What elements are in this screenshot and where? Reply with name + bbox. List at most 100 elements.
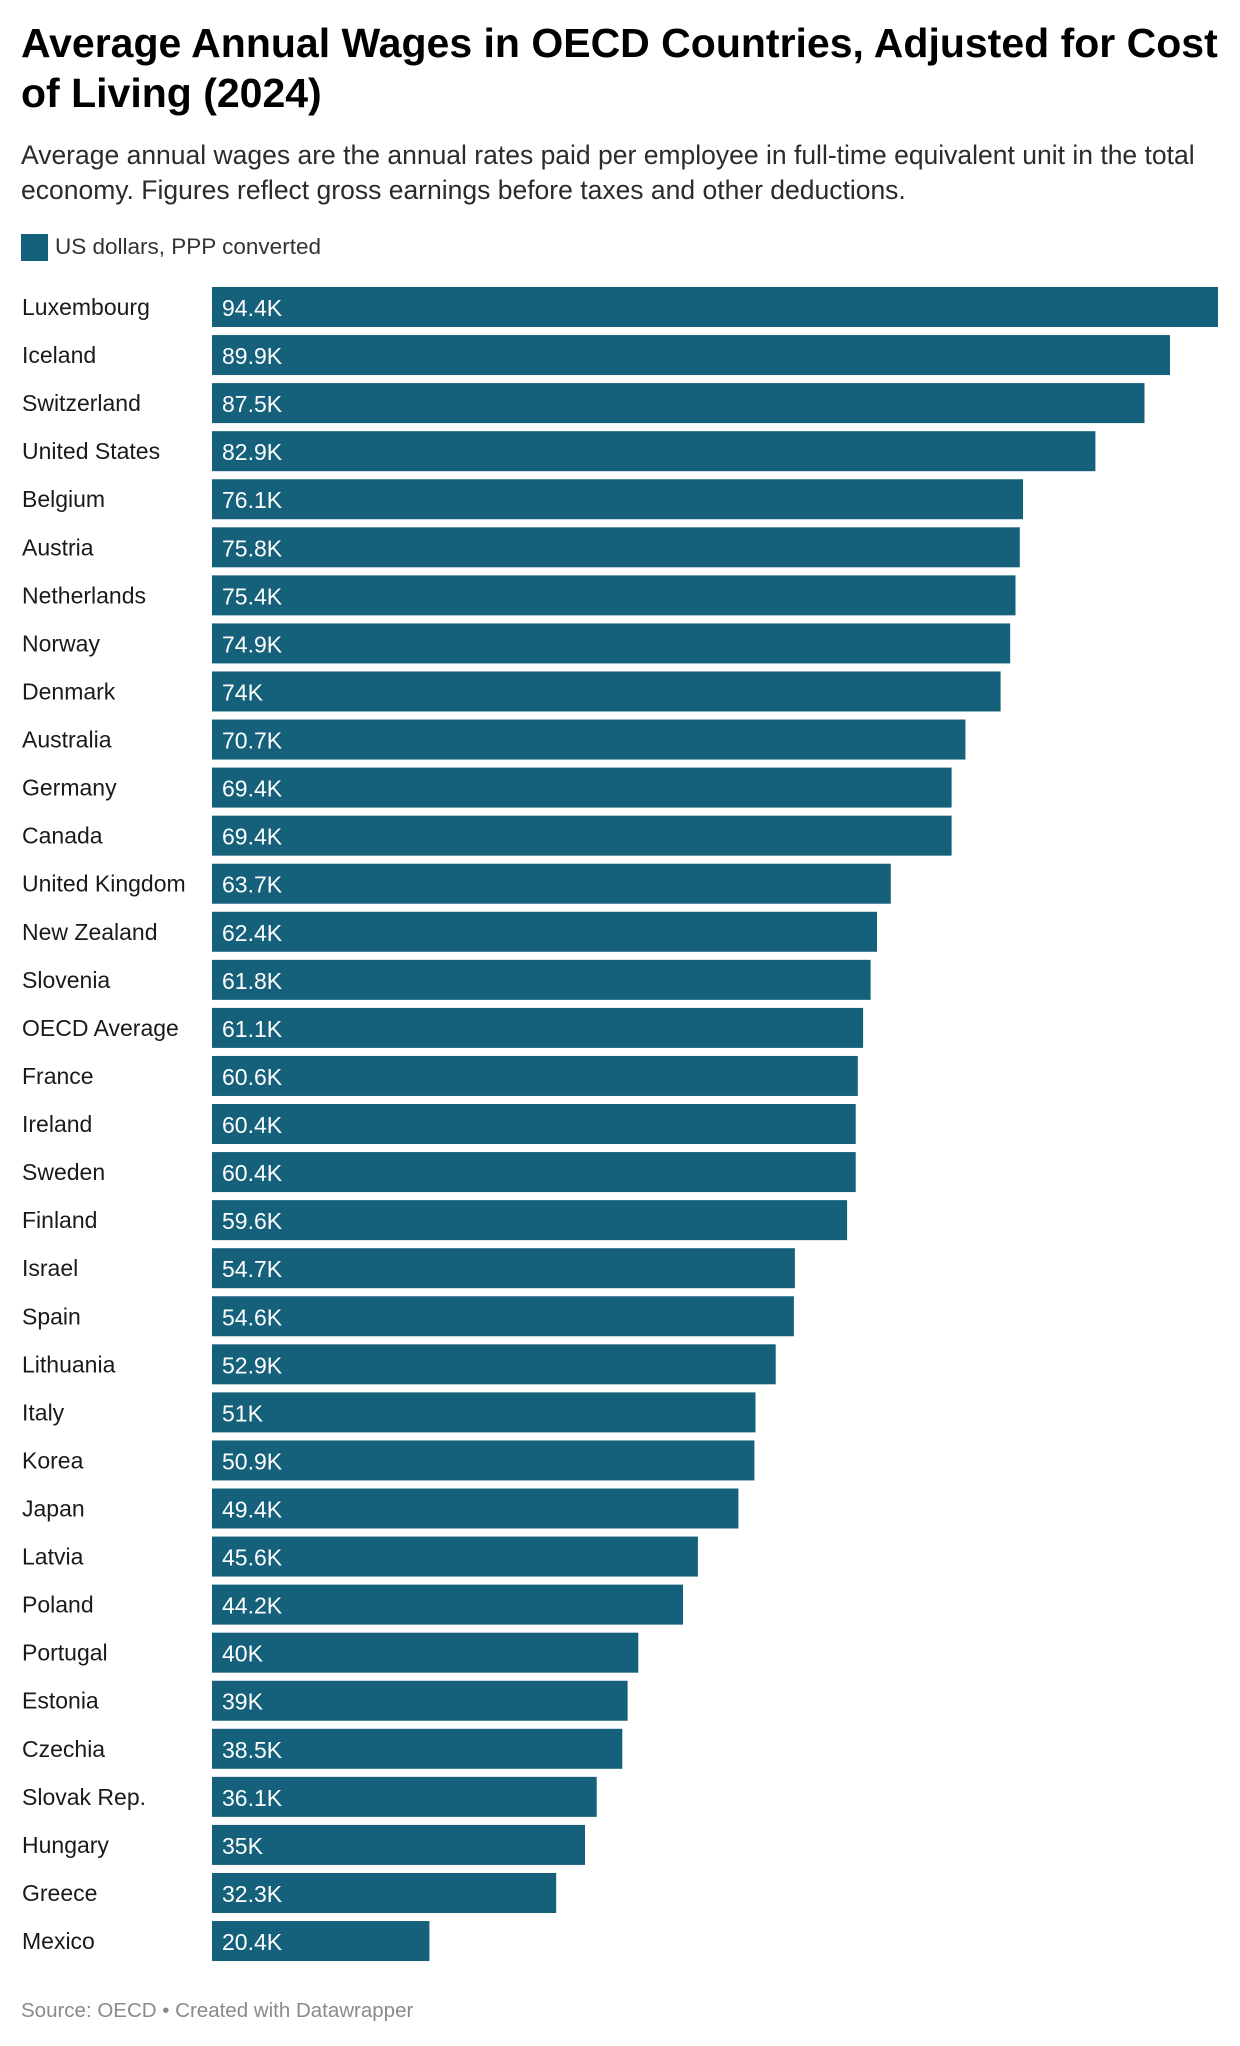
category-label: Iceland: [22, 342, 96, 368]
bar: [212, 863, 891, 904]
bar: [212, 767, 952, 808]
bar: [212, 1152, 856, 1193]
bar: [212, 1344, 776, 1385]
category-label: Japan: [22, 1496, 85, 1522]
chart-title: Average Annual Wages in OECD Countries, …: [21, 20, 1218, 116]
category-label: Canada: [22, 823, 103, 849]
bar-value-label: 54.7K: [222, 1256, 283, 1282]
category-label: Slovak Rep.: [22, 1784, 146, 1810]
category-label: Italy: [22, 1399, 65, 1425]
bar-value-label: 50.9K: [222, 1448, 283, 1474]
bar: [212, 1055, 858, 1096]
category-label: Slovenia: [22, 967, 110, 993]
bar-value-label: 49.4K: [222, 1497, 283, 1523]
bar-value-label: 75.8K: [222, 535, 283, 561]
category-label: United States: [22, 438, 160, 464]
category-label: New Zealand: [22, 919, 158, 945]
category-label: Spain: [22, 1303, 81, 1329]
bar-value-label: 59.6K: [222, 1208, 283, 1234]
footer-credit: Created with Datawrapper: [175, 1999, 414, 2022]
bar-value-label: 35K: [222, 1833, 264, 1859]
bar: [212, 959, 871, 1000]
category-label: Israel: [22, 1255, 78, 1281]
category-label: Czechia: [22, 1736, 105, 1762]
bar-value-label: 89.9K: [222, 343, 283, 369]
category-label: Luxembourg: [22, 294, 150, 320]
bar-value-label: 63.7K: [222, 872, 283, 898]
legend: US dollars, PPP converted: [21, 232, 321, 262]
bar: [212, 1007, 864, 1048]
bar: [212, 1872, 557, 1913]
category-label: Ireland: [22, 1111, 92, 1137]
bar-value-label: 94.4K: [222, 295, 283, 321]
category-label: Latvia: [22, 1544, 84, 1570]
bar: [212, 623, 1011, 664]
bar: [212, 1680, 628, 1721]
bar: [212, 1632, 639, 1673]
bar: [212, 719, 966, 760]
category-label: Norway: [22, 630, 100, 656]
bar-value-label: 75.4K: [222, 583, 283, 609]
bar: [212, 1728, 623, 1769]
bar: [212, 1200, 848, 1241]
category-label: Denmark: [22, 678, 116, 704]
bar-value-label: 54.6K: [222, 1304, 283, 1330]
bar: [212, 1584, 683, 1625]
bar: [212, 815, 952, 856]
bar: [212, 1440, 755, 1481]
bar: [212, 575, 1016, 616]
bar: [212, 527, 1020, 568]
bar-value-label: 74.9K: [222, 631, 283, 657]
bar-value-label: 39K: [222, 1689, 264, 1715]
chart-subtitle: Average annual wages are the annual rate…: [21, 140, 1195, 205]
bar-value-label: 45.6K: [222, 1545, 283, 1571]
bar: [212, 1248, 795, 1289]
category-label: Lithuania: [22, 1351, 116, 1377]
bar-value-label: 36.1K: [222, 1785, 283, 1811]
category-label: Finland: [22, 1207, 97, 1233]
bar-value-label: 61.1K: [222, 1016, 283, 1042]
bar: [212, 1824, 585, 1865]
bar-value-label: 60.6K: [222, 1064, 283, 1090]
footer-source: Source: OECD: [21, 1999, 157, 2022]
bar: [212, 1392, 756, 1433]
bar-value-label: 44.2K: [222, 1593, 283, 1619]
bar: [212, 431, 1096, 472]
category-label: Sweden: [22, 1159, 105, 1185]
category-label: Korea: [22, 1447, 84, 1473]
bar: [212, 383, 1145, 424]
bar-value-label: 61.8K: [222, 968, 283, 994]
bar-value-label: 69.4K: [222, 776, 283, 802]
bar: [212, 671, 1001, 712]
bar: [212, 911, 877, 952]
bar: [212, 479, 1023, 520]
bar-value-label: 60.4K: [222, 1160, 283, 1186]
bar-value-label: 62.4K: [222, 920, 283, 946]
chart-footer: Source: OECD • Created with Datawrapper: [21, 1999, 413, 2023]
category-label: Estonia: [22, 1688, 99, 1714]
category-label: United Kingdom: [22, 871, 186, 897]
footer-separator: •: [162, 1999, 170, 2022]
category-label: Australia: [22, 727, 112, 753]
category-label: Portugal: [22, 1640, 108, 1666]
bar-value-label: 87.5K: [222, 391, 283, 417]
bar: [212, 1488, 739, 1529]
category-label: Mexico: [22, 1928, 95, 1954]
bar-value-label: 70.7K: [222, 728, 283, 754]
category-label: Austria: [22, 534, 94, 560]
category-label: Netherlands: [22, 582, 146, 608]
bar-value-label: 74K: [222, 679, 264, 705]
bar-value-label: 52.9K: [222, 1352, 283, 1378]
bar: [212, 287, 1218, 327]
bar-value-label: 82.9K: [222, 439, 283, 465]
bar-value-label: 76.1K: [222, 487, 283, 513]
category-label: Germany: [22, 775, 117, 801]
category-label: Greece: [22, 1880, 97, 1906]
bar-value-label: 38.5K: [222, 1737, 283, 1763]
bar: [212, 1104, 856, 1145]
category-label: Poland: [22, 1592, 94, 1618]
bar: [212, 1296, 794, 1337]
category-label: France: [22, 1063, 94, 1089]
